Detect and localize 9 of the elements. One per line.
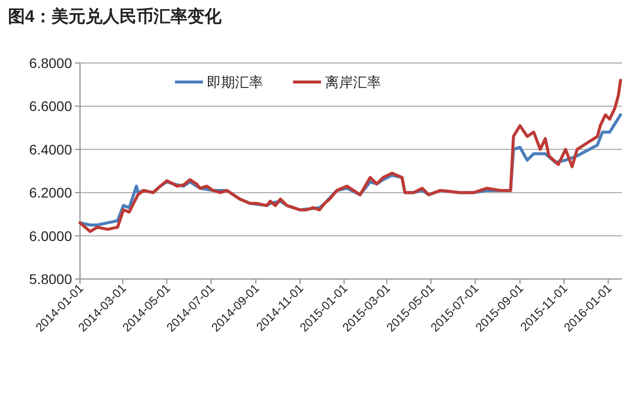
y-tick-label: 5.8000: [29, 271, 72, 287]
y-tick-label: 6.4000: [29, 141, 72, 158]
legend-label: 离岸汇率: [325, 74, 381, 90]
y-tick-label: 6.8000: [29, 55, 72, 71]
y-tick-label: 6.0000: [29, 228, 72, 244]
chart-title: 图4：美元兑人民币汇率变化: [8, 7, 222, 26]
y-tick-label: 6.6000: [29, 98, 72, 114]
legend-label: 即期汇率: [207, 74, 263, 90]
y-tick-label: 6.2000: [29, 184, 72, 201]
